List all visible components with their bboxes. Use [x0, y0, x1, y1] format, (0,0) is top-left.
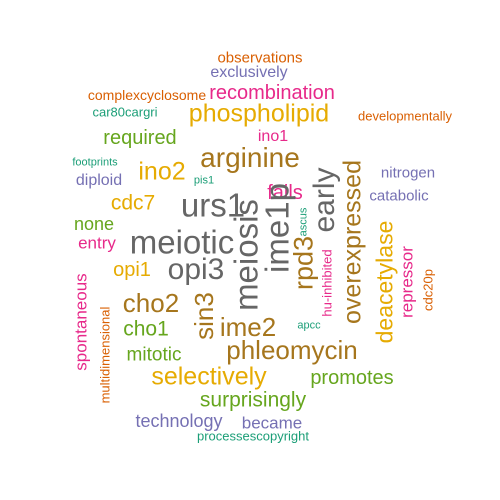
- word-cloud-word: pis1: [193, 174, 215, 187]
- word-cloud-word: early: [308, 167, 341, 233]
- word-cloud-word: apcc: [297, 319, 321, 332]
- word-cloud-word: phleomycin: [226, 335, 358, 365]
- word-cloud-word: opi1: [113, 259, 151, 281]
- word-cloud-word: fails: [267, 182, 303, 204]
- word-cloud-word: cdc20p: [420, 269, 436, 311]
- word-cloud-word: developmentally: [358, 108, 452, 124]
- word-cloud-word: technology: [135, 411, 223, 431]
- word-cloud-word: catabolic: [369, 187, 429, 205]
- word-cloud-word: urs1: [180, 186, 246, 224]
- word-cloud-word: sin3: [189, 292, 219, 340]
- word-cloud-word: cho2: [122, 288, 180, 318]
- word-cloud-word: complexcyclosome: [87, 87, 207, 103]
- word-cloud-word: footprints: [72, 156, 118, 169]
- word-cloud-word: multidimensional: [97, 306, 113, 404]
- word-cloud-word: ino1: [257, 128, 289, 145]
- word-cloud-word: spontaneous: [71, 273, 91, 371]
- word-cloud-word: cdc7: [110, 191, 156, 215]
- word-cloud-word: opi3: [167, 253, 225, 286]
- word-cloud-word: none: [73, 214, 115, 234]
- word-cloud-word: repressor: [397, 246, 417, 318]
- word-cloud-word: became: [241, 413, 303, 433]
- word-cloud-word: surprisingly: [199, 388, 307, 412]
- word-cloud-word: processescopyright: [197, 428, 309, 444]
- word-cloud-word: observations: [217, 49, 303, 67]
- word-cloud-word: ime2: [219, 312, 277, 342]
- word-cloud-word: car80cargri: [92, 104, 158, 120]
- word-cloud-word: entry: [78, 233, 116, 253]
- word-cloud-word: rpd3: [288, 235, 319, 291]
- word-cloud-word: nitrogen: [380, 164, 436, 182]
- word-cloud-word: exclusively: [210, 64, 288, 81]
- word-cloud-word: ascus: [297, 207, 310, 237]
- word-cloud-word: promotes: [310, 367, 394, 389]
- word-cloud-word: recombination: [209, 82, 335, 104]
- word-cloud-word: required: [103, 127, 177, 149]
- word-cloud-word: hu-inhibited: [319, 249, 335, 317]
- word-cloud-word: meiotic: [129, 223, 235, 261]
- word-cloud-word: mitotic: [126, 344, 182, 366]
- word-cloud-word: deacetylase: [371, 220, 398, 344]
- word-cloud-word: diploid: [75, 172, 123, 189]
- word-cloud-word: ino2: [138, 157, 186, 186]
- word-cloud-word: phospholipid: [188, 99, 330, 128]
- word-cloud-word: overexpressed: [338, 160, 367, 324]
- word-cloud-word: arginine: [200, 142, 300, 173]
- word-cloud-word: cho1: [123, 317, 169, 341]
- word-cloud-word: selectively: [151, 362, 267, 391]
